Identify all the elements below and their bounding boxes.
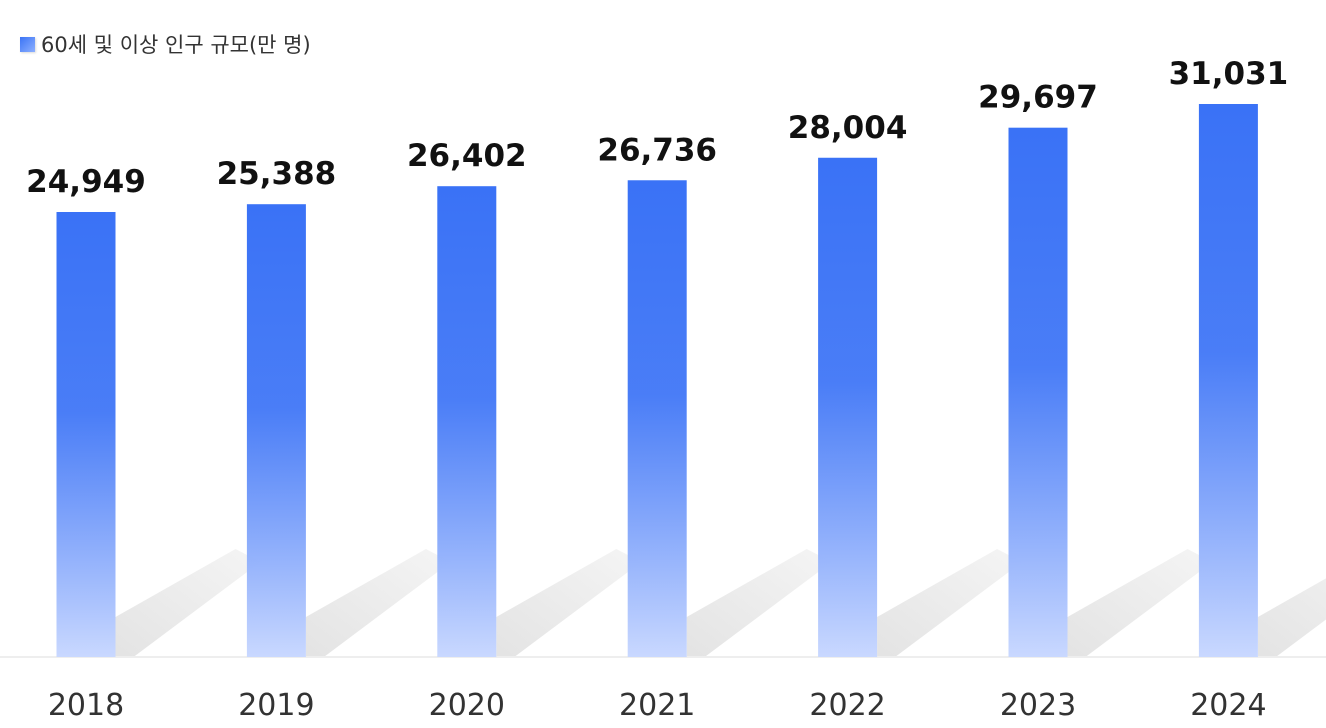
value-labels: 24,949 25,388 26,402 26,736 28,004 29,697 31,0…	[26, 56, 1288, 200]
bar-2020	[437, 186, 497, 658]
value-label-2021: 26,736	[597, 132, 717, 168]
category-label-2021: 2021	[619, 688, 695, 723]
bar-shadow	[305, 549, 451, 657]
value-label-2022: 28,004	[788, 110, 908, 146]
category-label-2020: 2020	[429, 688, 505, 723]
chart-legend: 60세 및 이상 인구 규모(만 명)	[20, 30, 311, 58]
value-label-2020: 26,402	[407, 138, 527, 174]
bar-shadow	[115, 549, 261, 657]
bar-2023	[1008, 127, 1068, 658]
bar-2018	[56, 212, 116, 657]
category-label-2018: 2018	[48, 688, 124, 723]
category-label-2019: 2019	[238, 688, 314, 723]
bar-2019	[246, 204, 306, 658]
value-label-2023: 29,697	[978, 80, 1098, 116]
legend-label: 60세 및 이상 인구 규모(만 명)	[41, 33, 311, 57]
bars	[56, 104, 1258, 658]
bar-2021	[627, 180, 687, 657]
bar-shadow	[496, 549, 642, 657]
bar-shadows	[115, 549, 1326, 657]
value-label-2024: 31,031	[1169, 56, 1289, 92]
category-labels: 2018 2019 2020 2021 2022 2023 2024	[48, 688, 1267, 723]
category-label-2022: 2022	[809, 688, 885, 723]
bar-2024	[1198, 104, 1258, 657]
bar-shadow	[1067, 549, 1213, 657]
bar-2022	[818, 157, 878, 657]
category-label-2023: 2023	[1000, 688, 1076, 723]
bar-shadow	[877, 549, 1023, 657]
category-label-2024: 2024	[1190, 688, 1266, 723]
value-label-2019: 25,388	[217, 156, 337, 192]
value-label-2018: 24,949	[26, 164, 146, 200]
legend-swatch	[20, 36, 35, 52]
bar-shadow	[1257, 578, 1326, 657]
bar-shadow	[686, 549, 832, 657]
